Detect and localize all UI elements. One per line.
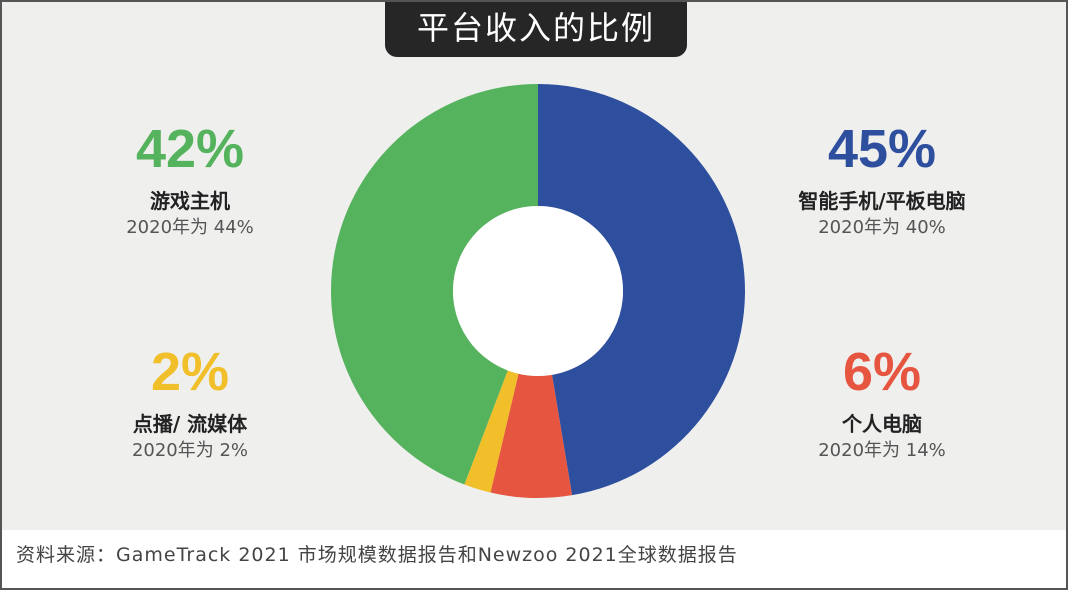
previous-year-label: 2020年为 14%: [818, 440, 946, 461]
previous-year-label: 2020年为 40%: [818, 217, 946, 238]
donut-hole: [453, 206, 623, 376]
previous-year-label: 2020年为 44%: [126, 217, 254, 238]
slice-label-console: 42% 游戏主机 2020年为 44%: [40, 119, 340, 241]
chart-title: 平台收入的比例: [385, 2, 687, 57]
slice-label-mobile: 45% 智能手机/平板电脑 2020年为 40%: [732, 119, 1032, 241]
value-label: 45%: [827, 119, 937, 179]
slice-label-pc: 6% 个人电脑 2020年为 14%: [732, 342, 1032, 464]
donut-slice-3: [331, 84, 538, 485]
category-label: 点播/ 流媒体: [132, 412, 248, 436]
value-label: 2%: [150, 342, 230, 402]
donut-slice-1: [490, 373, 573, 498]
previous-year-label: 2020年为 2%: [131, 440, 249, 461]
category-label: 智能手机/平板电脑: [798, 189, 966, 213]
donut-slice-2: [464, 370, 519, 493]
donut-slice-0: [538, 84, 745, 496]
slice-label-streaming: 2% 点播/ 流媒体 2020年为 2%: [40, 342, 340, 464]
donut-chart: [331, 84, 745, 498]
value-label: 42%: [135, 119, 245, 179]
source-note: 资料来源：GameTrack 2021 市场规模数据报告和Newzoo 2021…: [16, 544, 738, 566]
category-label: 个人电脑: [842, 412, 922, 436]
value-label: 6%: [842, 342, 922, 402]
category-label: 游戏主机: [150, 189, 230, 213]
